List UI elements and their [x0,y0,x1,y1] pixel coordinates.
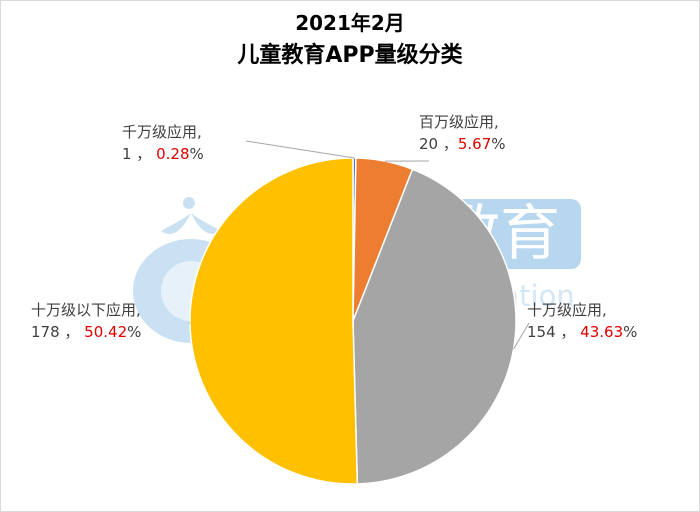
data-label-shiwan-below: 十万级以下应用, 178 ， 50.42% [31,301,142,341]
leader-line-0 [245,140,355,159]
data-label-baiwan-percent: 5.67 [457,135,492,153]
data-label-qianwan-percent: 0.28 [156,145,190,163]
data-label-shiwan-below-name: 十万级以下应用, [31,301,141,319]
data-label-qianwan-name: 千万级应用, [122,123,202,141]
data-label-qianwan: 千万级应用, 1 ， 0.28% [122,123,204,163]
data-label-qianwan-value: 1 ， [122,145,157,163]
pie-slice-3 [189,157,359,485]
chart-subtitle: 儿童教育APP量级分类 [237,43,463,68]
data-label-shiwan-percent: 43.63 [580,323,624,341]
data-label-shiwan: 十万级应用, 154 ， 43.63% [527,301,638,341]
data-label-shiwan-below-value: 178 ， [31,323,85,341]
chart-title: 2021年2月 [295,11,405,35]
leader-line-2 [513,322,530,350]
data-label-baiwan: 百万级应用, 20 ，5.67% [419,113,506,153]
pie-slice-2 [352,168,517,485]
data-label-shiwan-below-percent: 50.42 [84,323,128,341]
data-label-shiwan-value: 154 ， [527,323,581,341]
data-label-shiwan-name: 十万级应用, [527,301,607,319]
data-label-baiwan-value: 20 ， [419,135,458,153]
data-label-baiwan-name: 百万级应用, [419,113,499,131]
